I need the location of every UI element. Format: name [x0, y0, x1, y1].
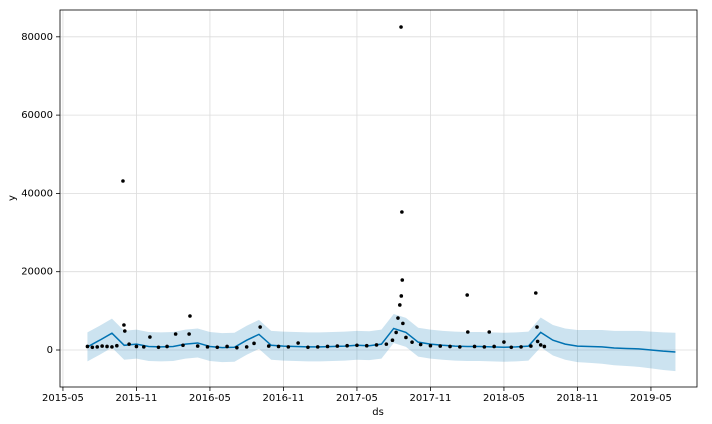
plot-area — [85, 25, 676, 372]
y-tick-label: 0 — [47, 345, 53, 356]
observed-point — [315, 345, 320, 349]
y-tick-label: 60000 — [21, 110, 53, 121]
observed-point — [286, 345, 291, 349]
observed-point — [266, 344, 271, 348]
y-axis-label: y — [7, 195, 18, 201]
observed-point — [156, 345, 161, 350]
observed-point — [438, 344, 443, 348]
observed-point — [533, 291, 538, 295]
x-tick-label: 2017-05 — [336, 393, 378, 404]
x-tick-label: 2015-05 — [42, 393, 84, 404]
observed-point — [115, 343, 119, 348]
forecast-line — [87, 327, 676, 353]
observed-point — [258, 325, 262, 329]
observed-point — [325, 344, 330, 349]
x-tick-label: 2018-05 — [483, 393, 525, 404]
observed-point — [418, 342, 423, 347]
observed-point — [85, 344, 90, 349]
y-tick-label: 80000 — [21, 32, 53, 43]
observed-point — [90, 345, 95, 350]
observed-point — [296, 341, 300, 345]
observed-point — [165, 344, 169, 349]
observed-point — [188, 314, 192, 318]
observed-point — [538, 343, 543, 347]
observed-point — [355, 343, 359, 348]
uncertainty-band — [87, 313, 676, 372]
observed-point — [400, 278, 405, 282]
observed-point — [235, 345, 239, 350]
observed-point — [466, 330, 470, 334]
observed-point — [410, 340, 414, 344]
observed-point — [181, 343, 185, 348]
observed-point — [121, 179, 125, 183]
observed-point — [364, 343, 369, 348]
observed-point — [492, 344, 496, 349]
observed-point — [487, 330, 492, 334]
observed-point — [335, 344, 340, 348]
x-axis-label: ds — [372, 407, 384, 418]
observed-point — [384, 342, 389, 346]
observed-point — [502, 340, 506, 344]
observed-point — [448, 344, 452, 349]
observed-point — [127, 342, 131, 346]
x-tick-label: 2016-11 — [263, 393, 305, 404]
observed-point — [472, 344, 477, 349]
observed-point — [398, 303, 402, 307]
observed-point — [374, 343, 379, 347]
observed-point — [205, 345, 210, 349]
observed-point — [306, 345, 310, 350]
observed-point — [276, 344, 281, 349]
observed-point — [509, 345, 514, 350]
x-tick-label: 2019-05 — [630, 393, 672, 404]
y-tick-label: 20000 — [21, 267, 53, 278]
observed-point — [173, 332, 178, 336]
grid — [60, 10, 697, 387]
observed-point — [542, 344, 547, 349]
x-tick-label: 2015-11 — [116, 393, 158, 404]
observed-point — [345, 343, 349, 348]
observed-point — [404, 335, 408, 340]
observed-point — [394, 330, 398, 335]
observed-point — [195, 344, 200, 348]
observed-point — [399, 25, 403, 29]
observed-point — [396, 316, 400, 320]
observed-point — [252, 341, 256, 346]
observed-point — [401, 321, 405, 326]
observed-point — [134, 344, 139, 349]
observed-point — [482, 345, 487, 349]
observed-point — [141, 345, 146, 349]
plot-frame — [59, 9, 698, 388]
observed-point — [428, 343, 433, 348]
observed-point — [100, 344, 104, 348]
x-tick-label: 2017-11 — [410, 393, 452, 404]
observed-point — [400, 210, 404, 214]
observed-point — [535, 339, 540, 344]
observed-point — [458, 345, 462, 349]
observed-point — [519, 345, 523, 349]
observed-point — [187, 332, 191, 336]
observed-point — [465, 293, 469, 297]
x-tick-label: 2016-05 — [189, 393, 231, 404]
observed-point — [390, 338, 395, 343]
x-tick-label: 2018-11 — [557, 393, 599, 404]
axes: 0 20000 40000 60000 80000 2015-05 2015-11 2016-… — [21, 32, 672, 404]
observed-point — [148, 335, 152, 339]
observed-point — [244, 345, 249, 349]
observed-point — [399, 294, 404, 298]
observed-point — [535, 325, 539, 329]
observed-point — [225, 344, 229, 349]
observed-point — [529, 344, 533, 348]
observed-point — [95, 345, 100, 349]
observed-point — [110, 345, 114, 349]
y-tick-label: 40000 — [21, 188, 53, 199]
observed-point — [105, 344, 109, 349]
observed-point — [122, 323, 126, 327]
observed-point — [215, 345, 220, 350]
observed-point — [123, 329, 127, 333]
